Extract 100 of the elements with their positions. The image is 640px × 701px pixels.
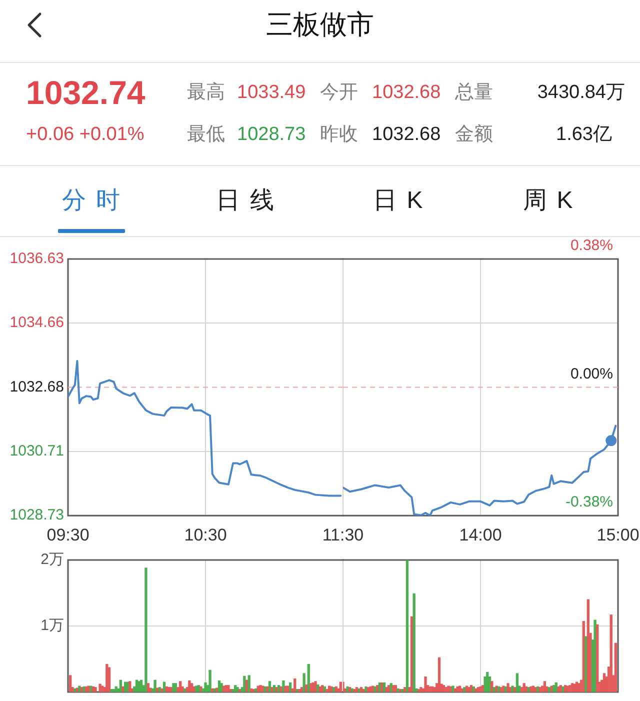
- bar: [524, 686, 528, 692]
- text: 日线: [216, 187, 284, 214]
- bar: [380, 682, 384, 692]
- bar: [128, 681, 132, 692]
- bar: [108, 667, 111, 692]
- bar: [404, 687, 406, 692]
- text: 1.63亿: [556, 124, 612, 146]
- bar: [135, 680, 138, 692]
- bar: [156, 688, 159, 692]
- bar: [272, 685, 276, 692]
- bar: [490, 681, 494, 692]
- y-tick-label: 0.00%: [570, 365, 613, 382]
- bar: [282, 680, 285, 692]
- bar: [410, 616, 414, 692]
- y-tick-label: 1036.63: [10, 250, 64, 268]
- bar: [360, 687, 363, 692]
- bar: [479, 686, 482, 692]
- y-tick-label: 1万: [40, 617, 64, 634]
- bar: [144, 568, 148, 692]
- bar: [534, 687, 537, 692]
- text: 1028.73: [237, 124, 306, 146]
- bar: [254, 688, 258, 692]
- bar: [211, 688, 214, 692]
- bar: [232, 689, 234, 692]
- bar: [355, 687, 358, 692]
- bar: [160, 688, 164, 692]
- x-tick-label: 14:00: [459, 525, 502, 544]
- bar: [298, 689, 301, 692]
- bar: [259, 685, 262, 692]
- text: 3430.84万: [537, 82, 625, 104]
- text: 最低: [187, 124, 225, 146]
- bar: [376, 685, 379, 692]
- bar: [227, 685, 230, 692]
- bar: [250, 688, 253, 692]
- bar: [248, 675, 250, 692]
- bar: [514, 687, 516, 692]
- bar: [452, 686, 454, 692]
- bar: [596, 624, 599, 692]
- text: 昨收: [320, 124, 358, 146]
- bar: [497, 686, 500, 692]
- text: 周K: [523, 187, 582, 214]
- bar: [431, 686, 434, 692]
- y-tick-label: 1030.71: [10, 442, 64, 460]
- text: 三板做市: [266, 9, 374, 40]
- y-tick-label: 0.38%: [570, 237, 613, 254]
- text: 今开: [320, 82, 358, 104]
- bar: [328, 686, 331, 692]
- bar: [80, 687, 84, 692]
- bar: [286, 686, 290, 692]
- y-tick-label: 1028.73: [10, 506, 64, 524]
- bar: [314, 681, 317, 692]
- bar: [84, 686, 88, 692]
- bar: [216, 688, 218, 692]
- bar: [300, 687, 304, 692]
- bar: [304, 684, 308, 692]
- bar: [412, 593, 416, 692]
- y-tick-label: 1032.68: [10, 378, 64, 396]
- bar: [387, 685, 390, 692]
- bar: [339, 682, 342, 692]
- bar: [270, 687, 274, 692]
- bar: [190, 683, 194, 692]
- bar: [184, 688, 186, 692]
- bar: [101, 686, 104, 692]
- text: 1032.74: [26, 74, 146, 112]
- bar: [188, 680, 191, 692]
- bar: [470, 685, 473, 692]
- bar: [369, 686, 372, 692]
- text: 最高: [187, 82, 225, 104]
- x-tick-label: 10:30: [184, 525, 227, 544]
- y-tick-label: 1034.66: [10, 314, 64, 332]
- bar: [548, 687, 551, 692]
- bar: [575, 682, 578, 692]
- bar: [162, 682, 166, 692]
- bar: [238, 689, 242, 692]
- bar: [594, 620, 596, 692]
- bar: [458, 686, 462, 692]
- bar: [266, 686, 269, 692]
- bar: [74, 688, 76, 692]
- bar: [332, 687, 336, 692]
- text: 日K: [373, 187, 432, 214]
- bar: [584, 636, 588, 692]
- x-tick-label: 11:30: [322, 525, 364, 544]
- bar: [568, 685, 572, 692]
- bar: [492, 687, 496, 692]
- bar: [382, 682, 386, 692]
- bar: [222, 686, 226, 692]
- bar: [438, 657, 441, 692]
- bar: [552, 685, 556, 692]
- bar: [218, 680, 221, 692]
- bar: [326, 689, 328, 692]
- bar: [194, 686, 198, 692]
- bar: [602, 673, 606, 692]
- bar: [614, 642, 617, 692]
- bar: [167, 687, 170, 692]
- bar: [353, 689, 356, 692]
- bar: [154, 680, 156, 692]
- bar: [348, 687, 352, 692]
- bar: [610, 614, 612, 692]
- text: 分时: [62, 187, 130, 214]
- text: 总量: [455, 82, 493, 104]
